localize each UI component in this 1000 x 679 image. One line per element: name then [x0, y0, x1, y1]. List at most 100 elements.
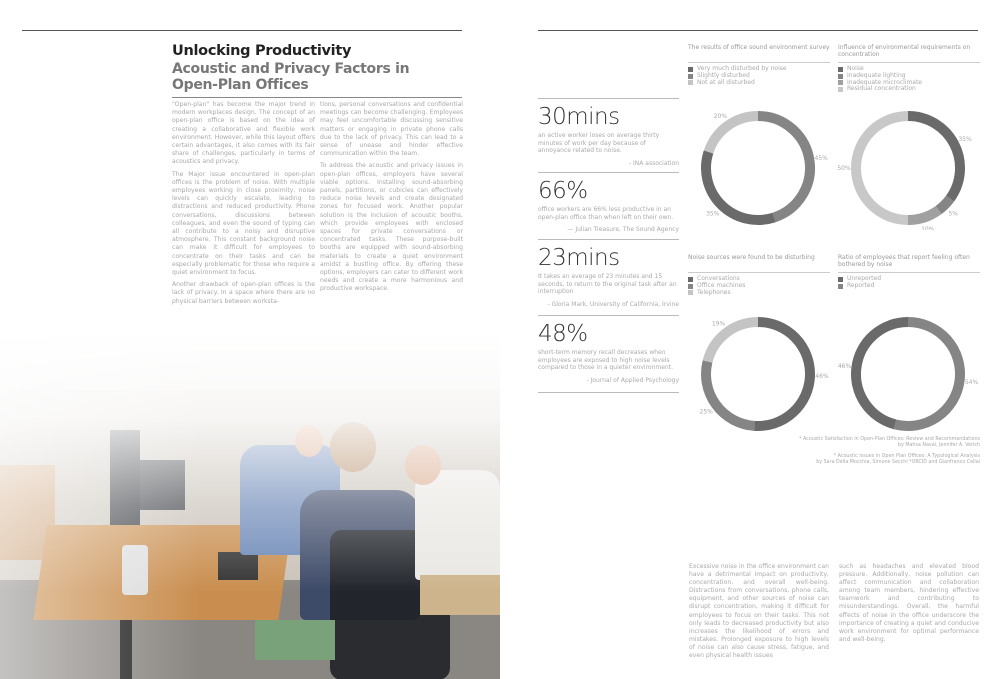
donut-chart: 35% 5% 10% 50% [837, 111, 972, 230]
paragraph: To address the acoustic and privacy issu… [320, 162, 463, 293]
paragraph: tions, personal conversations and confid… [320, 101, 463, 158]
donut-chart: 54% 46% [838, 317, 979, 431]
legend-label: Inadequate lighting [847, 71, 906, 79]
legend-item: Reported [838, 281, 980, 290]
donut-segment [702, 317, 759, 363]
office-photo [0, 330, 500, 679]
legend-label: Inadequate microclimate [847, 78, 923, 86]
stat-divider [538, 315, 679, 316]
chart-rule [838, 272, 980, 273]
segment-label: 19% [712, 321, 726, 328]
paragraph: The Major issue encountered in open-plan… [172, 170, 315, 277]
donut-segment [893, 317, 965, 431]
donut-chart: 45% 35% 20% [701, 111, 828, 225]
stat-value: 30mins [538, 104, 620, 130]
stat-source: — Julian Treasure, The Sound Agency [567, 226, 679, 234]
legend-label: Unreported [847, 275, 882, 282]
top-rule-left [22, 30, 462, 31]
donut-segment [851, 111, 909, 225]
stat-divider [538, 172, 679, 173]
chart-title: Influence of environmental requirements … [838, 44, 971, 58]
paragraph: "Open-plan" has become the major trend i… [172, 101, 315, 166]
legend-label: Residual concentration [847, 85, 916, 93]
top-rule-right [538, 30, 978, 31]
stat-description: an active worker loses on average thirty… [538, 132, 660, 155]
legend-swatch [838, 73, 843, 79]
legend-item: Very much disturbed by noise [688, 65, 830, 73]
legend-swatch [838, 276, 843, 282]
legend-swatch [688, 290, 693, 296]
chart-rule [688, 272, 830, 273]
donut-segment [907, 205, 942, 225]
footnote: * Acoustic Satisfaction in Open-Plan Off… [799, 437, 980, 442]
legend-item: Inadequate lighting [838, 71, 980, 80]
donut-segment [701, 150, 776, 225]
legend-item: Office machines [688, 282, 830, 290]
segment-label: 10% [921, 226, 935, 230]
chart-header: Noise sources were found to be disturbin… [688, 254, 830, 296]
legend-swatch [688, 80, 693, 86]
legend-swatch [688, 66, 693, 72]
bottom-column-1: Excessive noise in the office environmen… [689, 563, 829, 660]
donut-segment [757, 111, 815, 223]
chart-rule [838, 62, 980, 63]
segment-label: 46% [815, 373, 829, 380]
donut-segment [907, 111, 965, 202]
legend-item: Not at all disturbed [688, 78, 830, 87]
stat-source: - Journal of Applied Psychology [586, 376, 679, 384]
stat-source: - INA association [628, 159, 679, 167]
segment-label: 50% [837, 165, 851, 172]
stat-value: 66% [538, 178, 588, 204]
stat-block: 66% office workers are 66% less producti… [538, 178, 679, 233]
legend-label: Reported [847, 281, 875, 289]
legend-item: Unreported [838, 275, 980, 283]
legend-swatch [688, 73, 693, 79]
segment-label: 54% [965, 379, 979, 386]
legend-label: Not at all disturbed [697, 78, 755, 86]
bottom-column-2: such as headaches and elevated blood pre… [839, 563, 979, 643]
legend-item: Telephones [688, 288, 830, 297]
legend-swatch [838, 283, 843, 289]
donut-segment [754, 317, 815, 431]
body-column-2: tions, personal conversations and confid… [320, 101, 463, 298]
legend-label: Slightly disturbed [697, 71, 750, 79]
stat-description: It takes an average of 23 minutes and 15… [538, 273, 677, 296]
legend-item: Inadequate microclimate [838, 78, 980, 87]
stat-description: office workers are 66% less productive i… [538, 206, 674, 221]
body-column-1: "Open-plan" has become the major trend i… [172, 101, 315, 310]
footnotes: * Acoustic Satisfaction in Open-Plan Off… [799, 437, 980, 466]
article-subtitle: Acoustic and Privacy Factors in Open-Pla… [172, 61, 410, 93]
legend-label: Telephones [697, 288, 731, 296]
chart-header: Influence of environmental requirements … [838, 44, 980, 93]
legend-label: Conversations [697, 275, 740, 282]
title-rule [172, 97, 462, 98]
stat-block: 23mins It takes an average of 23 minutes… [538, 245, 679, 308]
donut-segment [935, 195, 955, 215]
stat-source: - Gloria Mark, University of California,… [547, 300, 679, 308]
segment-label: 20% [714, 113, 728, 120]
legend-label: Noise [847, 65, 864, 72]
stat-value: 23mins [538, 245, 620, 271]
chart-title: Noise sources were found to be disturbin… [688, 254, 815, 261]
legend-item: Noise [838, 65, 980, 73]
footnote: by Sara Della Mocchia, Simone Secchi *OR… [816, 460, 980, 465]
legend-item: Residual concentration [838, 86, 980, 93]
legend-swatch [838, 80, 843, 86]
footnote: by Mahsa Navai, Jennifer A. Veitch [897, 443, 980, 448]
chart-rule [688, 62, 830, 63]
donut-segment [851, 317, 909, 430]
legend-label: Very much disturbed by noise [697, 65, 787, 72]
donut-segment [701, 360, 755, 431]
legend-swatch [838, 66, 843, 72]
footnote: * Acoustic Issues in Open Plan Offices: … [833, 454, 980, 459]
segment-label: 35% [706, 210, 720, 217]
segment-label: 35% [958, 136, 972, 143]
legend-swatch [688, 283, 693, 289]
paragraph: Another drawback of open-plan offices is… [172, 281, 315, 305]
article-title: Unlocking Productivity [172, 43, 352, 59]
stat-divider [538, 98, 679, 99]
segment-label: 25% [700, 409, 714, 416]
stat-block: 48% short-term memory recall decreases w… [538, 321, 679, 384]
legend-item: Slightly disturbed [688, 71, 830, 80]
stat-divider [538, 239, 679, 240]
